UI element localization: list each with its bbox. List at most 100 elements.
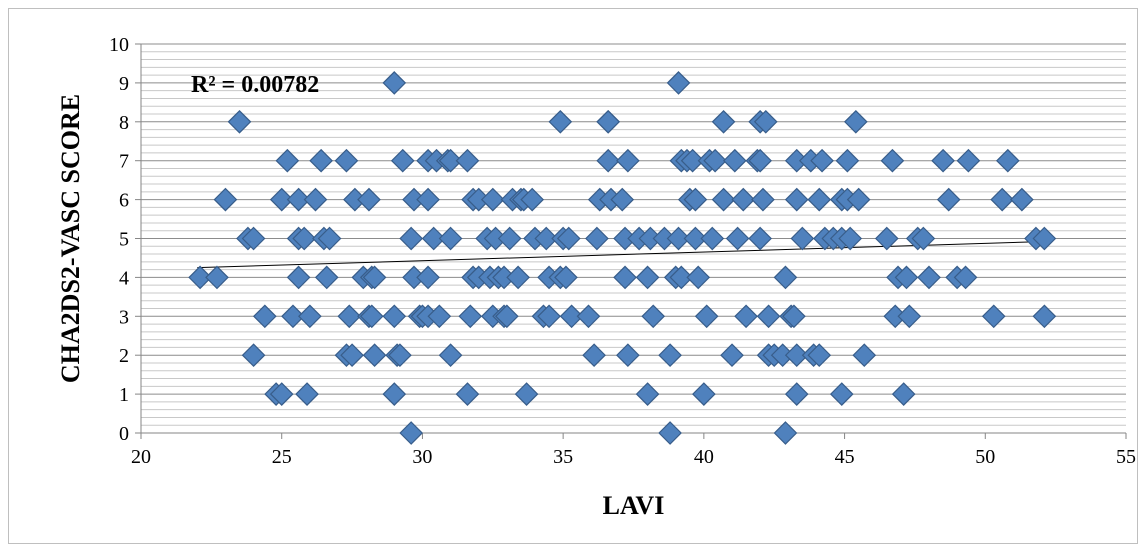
data-point	[694, 304, 719, 329]
data-point	[751, 187, 775, 212]
data-point	[416, 187, 440, 212]
data-point	[399, 226, 424, 251]
data-point	[807, 187, 832, 212]
data-point	[891, 382, 916, 406]
data-point	[669, 265, 694, 290]
data-point	[382, 304, 407, 329]
data-point	[1032, 304, 1057, 329]
data-point	[835, 148, 860, 173]
data-point	[309, 148, 333, 173]
data-point	[554, 265, 578, 290]
data-point	[683, 226, 708, 251]
data-point	[692, 382, 716, 406]
data-point	[390, 148, 415, 173]
data-point	[756, 304, 781, 329]
data-point	[931, 148, 955, 173]
data-point	[497, 226, 522, 251]
data-point	[382, 71, 407, 95]
data-point	[303, 187, 328, 212]
data-point	[613, 265, 637, 290]
data-point	[790, 226, 815, 251]
data-point	[635, 382, 660, 406]
data-point	[641, 304, 666, 329]
data-point	[773, 421, 798, 445]
data-point	[337, 304, 362, 329]
data-point	[334, 148, 359, 173]
data-point	[421, 226, 446, 251]
data-point	[286, 187, 311, 212]
data-point	[956, 148, 981, 173]
data-point	[399, 421, 424, 445]
y-axis-title: CHA2DS2-VASC SCORE	[56, 94, 85, 383]
data-point	[658, 421, 682, 445]
data-point	[917, 265, 941, 290]
data-point	[275, 148, 300, 173]
x-tick-label: 45	[835, 446, 855, 468]
data-point	[782, 304, 806, 329]
data-point	[362, 343, 387, 368]
data-point	[205, 265, 229, 290]
data-point	[711, 187, 736, 212]
data-point	[753, 109, 778, 134]
y-tick-label: 5	[119, 229, 129, 251]
data-point	[722, 148, 747, 173]
data-point	[784, 382, 809, 406]
y-tick-label: 6	[119, 190, 129, 212]
data-point	[314, 265, 339, 290]
data-point	[990, 187, 1015, 212]
data-point	[534, 226, 559, 251]
x-tick-label: 25	[272, 446, 292, 468]
data-point	[281, 304, 305, 329]
y-tick-label: 3	[119, 306, 129, 328]
data-point	[829, 382, 854, 406]
data-point	[295, 382, 319, 406]
data-point	[680, 148, 705, 173]
data-point	[548, 109, 573, 134]
data-point	[480, 187, 505, 212]
data-point	[700, 226, 725, 251]
data-point	[362, 265, 387, 290]
data-point	[725, 226, 750, 251]
y-tick-label: 10	[109, 34, 129, 56]
data-point	[455, 148, 480, 173]
data-point	[807, 343, 832, 368]
data-point	[703, 148, 727, 173]
data-point	[455, 382, 480, 406]
data-point	[292, 226, 317, 251]
data-point	[748, 148, 772, 173]
data-point	[666, 71, 691, 95]
data-point	[556, 226, 581, 251]
x-tick-label: 40	[694, 446, 714, 468]
data-point	[880, 148, 905, 173]
data-point	[843, 109, 868, 134]
y-tick-label: 4	[119, 267, 129, 289]
data-point	[953, 265, 978, 290]
y-tick-label: 2	[119, 345, 129, 367]
data-point	[576, 304, 601, 329]
y-tick-label: 8	[119, 112, 129, 134]
data-point	[911, 226, 936, 251]
x-axis-title: LAVI	[603, 491, 665, 520]
y-tick-label: 0	[119, 423, 129, 445]
data-point	[252, 304, 277, 329]
data-point	[537, 304, 561, 329]
data-point	[286, 265, 311, 290]
data-point	[438, 148, 463, 173]
data-point	[388, 343, 412, 368]
data-point	[416, 265, 440, 290]
data-point	[711, 109, 736, 134]
data-point	[666, 226, 691, 251]
data-point	[658, 343, 682, 368]
x-tick-label: 20	[131, 446, 151, 468]
data-point	[773, 265, 798, 290]
data-point	[981, 304, 1006, 329]
data-point	[936, 187, 961, 212]
data-point	[458, 304, 483, 329]
data-point	[846, 187, 871, 212]
data-point	[241, 226, 266, 251]
data-point	[188, 265, 212, 290]
data-point	[686, 265, 711, 290]
data-point	[340, 343, 364, 368]
data-point	[596, 148, 621, 173]
